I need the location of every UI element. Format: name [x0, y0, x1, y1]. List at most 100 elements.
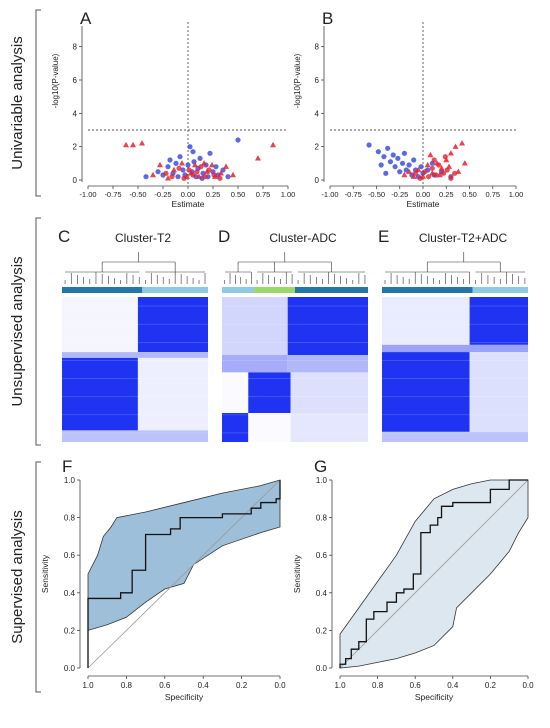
x-axis-label: Estimate [406, 199, 439, 209]
data-point [401, 150, 407, 156]
data-point [194, 169, 200, 175]
y-tick-label: 0.6 [316, 551, 328, 560]
x-tick-label: -1.00 [79, 190, 96, 199]
data-point-triangle [447, 150, 454, 156]
section-label-unsupervised: Unsupervised analysis [9, 256, 26, 406]
data-point [390, 152, 396, 158]
panel-letter: D [218, 227, 230, 246]
data-point [411, 157, 417, 163]
y-axis-label: -log10(P-value) [293, 53, 302, 108]
panel-letter: B [322, 9, 333, 28]
data-point-triangle [255, 155, 261, 161]
data-point [225, 174, 231, 180]
y-tick-label: 0.4 [316, 589, 328, 598]
x-tick-label: 0.4 [198, 681, 210, 690]
data-point [190, 172, 196, 178]
data-point-triangle [406, 168, 413, 174]
x-axis-label: Estimate [171, 199, 204, 209]
cluster-bar-segment [222, 287, 255, 293]
data-point [399, 160, 406, 166]
data-point [155, 169, 161, 175]
diagonal-reference [339, 479, 529, 669]
heatmap-block [62, 352, 138, 358]
data-point [190, 149, 196, 155]
x-tick-label: 0.0 [274, 681, 286, 690]
roc-curve [339, 479, 528, 668]
data-point [444, 167, 450, 173]
data-point-triangle [130, 141, 136, 148]
data-point [436, 162, 442, 168]
data-point-triangle [415, 166, 422, 173]
x-tick-label: 0.8 [121, 681, 133, 690]
y-tick-label: 0.6 [64, 551, 76, 560]
y-tick-label: 0 [315, 176, 320, 185]
heatmap-block [382, 431, 528, 442]
y-tick-label: 1.0 [64, 476, 76, 485]
y-tick-label: 4 [73, 109, 78, 118]
data-point-triangle [230, 171, 236, 178]
heatmap-block [248, 413, 291, 442]
heatmap-block [62, 297, 138, 353]
data-point [165, 164, 171, 170]
y-tick-label: 0.8 [316, 514, 328, 523]
x-axis-label: Specificity [165, 692, 204, 702]
x-tick-label: 1.0 [82, 681, 94, 690]
data-point-triangle [157, 161, 163, 168]
data-point [202, 174, 208, 180]
cluster-bar-segment [142, 287, 208, 293]
data-point [422, 169, 428, 175]
roc-curve [87, 480, 281, 668]
x-tick-label: 1.00 [281, 190, 296, 199]
y-axis-label: Sensitivity [40, 554, 50, 593]
x-tick-label: -0.50 [129, 190, 146, 199]
cluster-bar-segment [254, 287, 295, 293]
y-tick-label: 6 [73, 76, 78, 85]
x-tick-label: 0.50 [462, 190, 477, 199]
panel-letter: G [314, 457, 327, 476]
data-point [177, 154, 183, 160]
heatmap-block [62, 357, 138, 431]
data-point [366, 142, 372, 148]
data-point [406, 162, 412, 168]
data-point [180, 167, 186, 173]
data-point [431, 157, 437, 163]
data-point [167, 157, 173, 163]
panel-letter: F [62, 457, 72, 476]
data-point [397, 169, 403, 175]
section-bracket [35, 461, 41, 693]
heatmap-block [382, 297, 470, 345]
data-point [385, 145, 391, 151]
data-point [387, 159, 394, 165]
data-point [187, 144, 193, 150]
data-point-triangle [452, 143, 459, 149]
x-tick-label: -0.25 [391, 190, 408, 199]
heatmap-block [469, 297, 528, 345]
data-point-triangle [171, 166, 177, 173]
data-point [433, 172, 439, 178]
cluster-bar-segment [295, 287, 368, 293]
heatmap-block [287, 297, 368, 355]
data-point-triangle [209, 161, 215, 168]
x-tick-label: 0.0 [522, 681, 534, 690]
diagonal-reference [87, 479, 281, 669]
x-tick-label: 0.00 [181, 190, 196, 199]
y-tick-label: 0.0 [64, 664, 76, 673]
data-point [375, 149, 381, 155]
y-axis-label: Sensitivity [292, 554, 302, 593]
heatmap-block [222, 372, 249, 413]
data-point [429, 165, 435, 171]
heatmap-title: Cluster-ADC [269, 231, 337, 245]
data-point [176, 165, 182, 171]
data-point-triangle [459, 140, 466, 146]
data-point [207, 150, 213, 156]
data-point [392, 164, 398, 170]
heatmap-block [137, 297, 208, 353]
y-tick-label: 4 [315, 109, 320, 118]
x-tick-label: -1.00 [321, 190, 338, 199]
x-tick-label: -0.50 [368, 190, 385, 199]
x-tick-label: 0.25 [439, 190, 454, 199]
heatmap-block [469, 352, 528, 432]
x-tick-label: -0.25 [154, 190, 171, 199]
heatmap-block [290, 413, 368, 442]
